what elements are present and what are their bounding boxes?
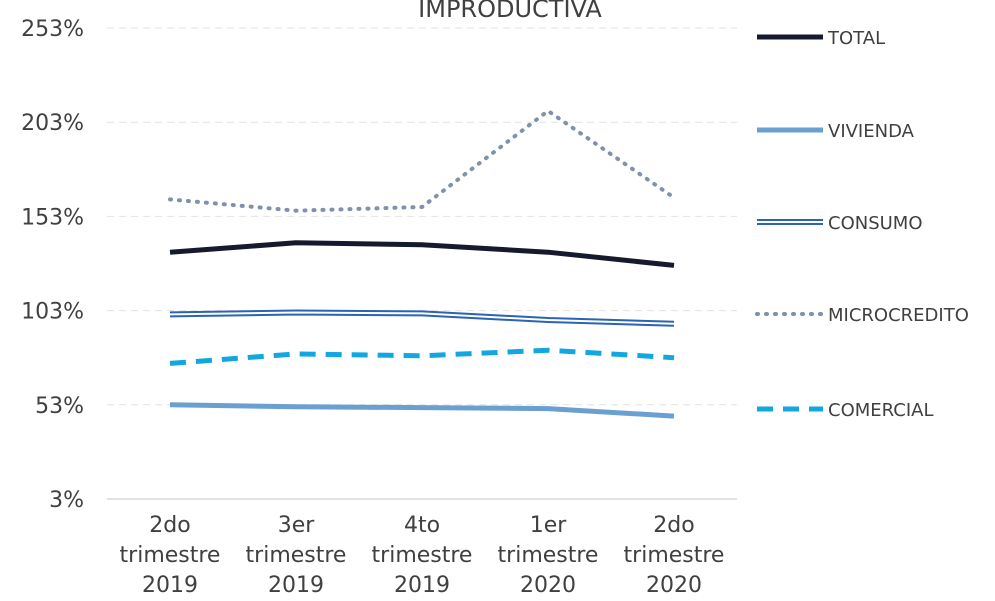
y-tick-label: 3%	[49, 488, 84, 513]
x-tick-label: 4to trimestre 2019	[372, 513, 473, 598]
legend-label-microcredito: MICROCREDITO	[828, 305, 969, 326]
y-tick-label: 253%	[21, 17, 84, 42]
y-axis-ticks: 3% 53% 103% 153% 203% 253%	[21, 17, 84, 513]
series-line-microcredito	[168, 108, 676, 213]
legend-label-consumo: CONSUMO	[828, 213, 923, 234]
y-tick-label: 53%	[35, 394, 84, 419]
x-tick-label: 1er trimestre 2020	[498, 513, 599, 598]
series-line-comercial	[169, 347, 675, 366]
series-line-total	[169, 240, 675, 268]
x-tick-label: 2do trimestre 2019	[120, 513, 221, 598]
y-tick-label: 153%	[21, 205, 84, 230]
x-tick-label: 3er trimestre 2019	[246, 513, 347, 598]
y-tick-label: 203%	[21, 111, 84, 136]
legend: TOTAL VIVIENDA CONSUMO MICROCREDITO COMERCIA…	[755, 28, 969, 421]
series-line-vivienda	[169, 402, 675, 419]
legend-label-comercial: COMERCIAL	[828, 400, 933, 421]
x-tick-label: 2do trimestre 2020	[624, 513, 725, 598]
y-tick-label: 103%	[21, 300, 84, 325]
x-axis-ticks: 2do trimestre 2019 3er trimestre 2019 4to trime…	[120, 513, 725, 598]
series-lines	[168, 108, 676, 419]
legend-label-total: TOTAL	[827, 28, 885, 49]
series-line-consumo-inner	[169, 311, 675, 325]
legend-label-vivienda: VIVIENDA	[828, 121, 915, 142]
chart-title: IMPRODUCTIVA	[418, 0, 602, 23]
